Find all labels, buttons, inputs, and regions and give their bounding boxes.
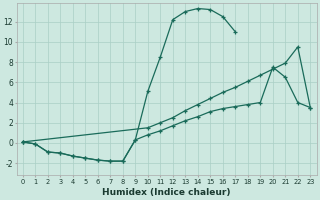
X-axis label: Humidex (Indice chaleur): Humidex (Indice chaleur) — [102, 188, 231, 197]
